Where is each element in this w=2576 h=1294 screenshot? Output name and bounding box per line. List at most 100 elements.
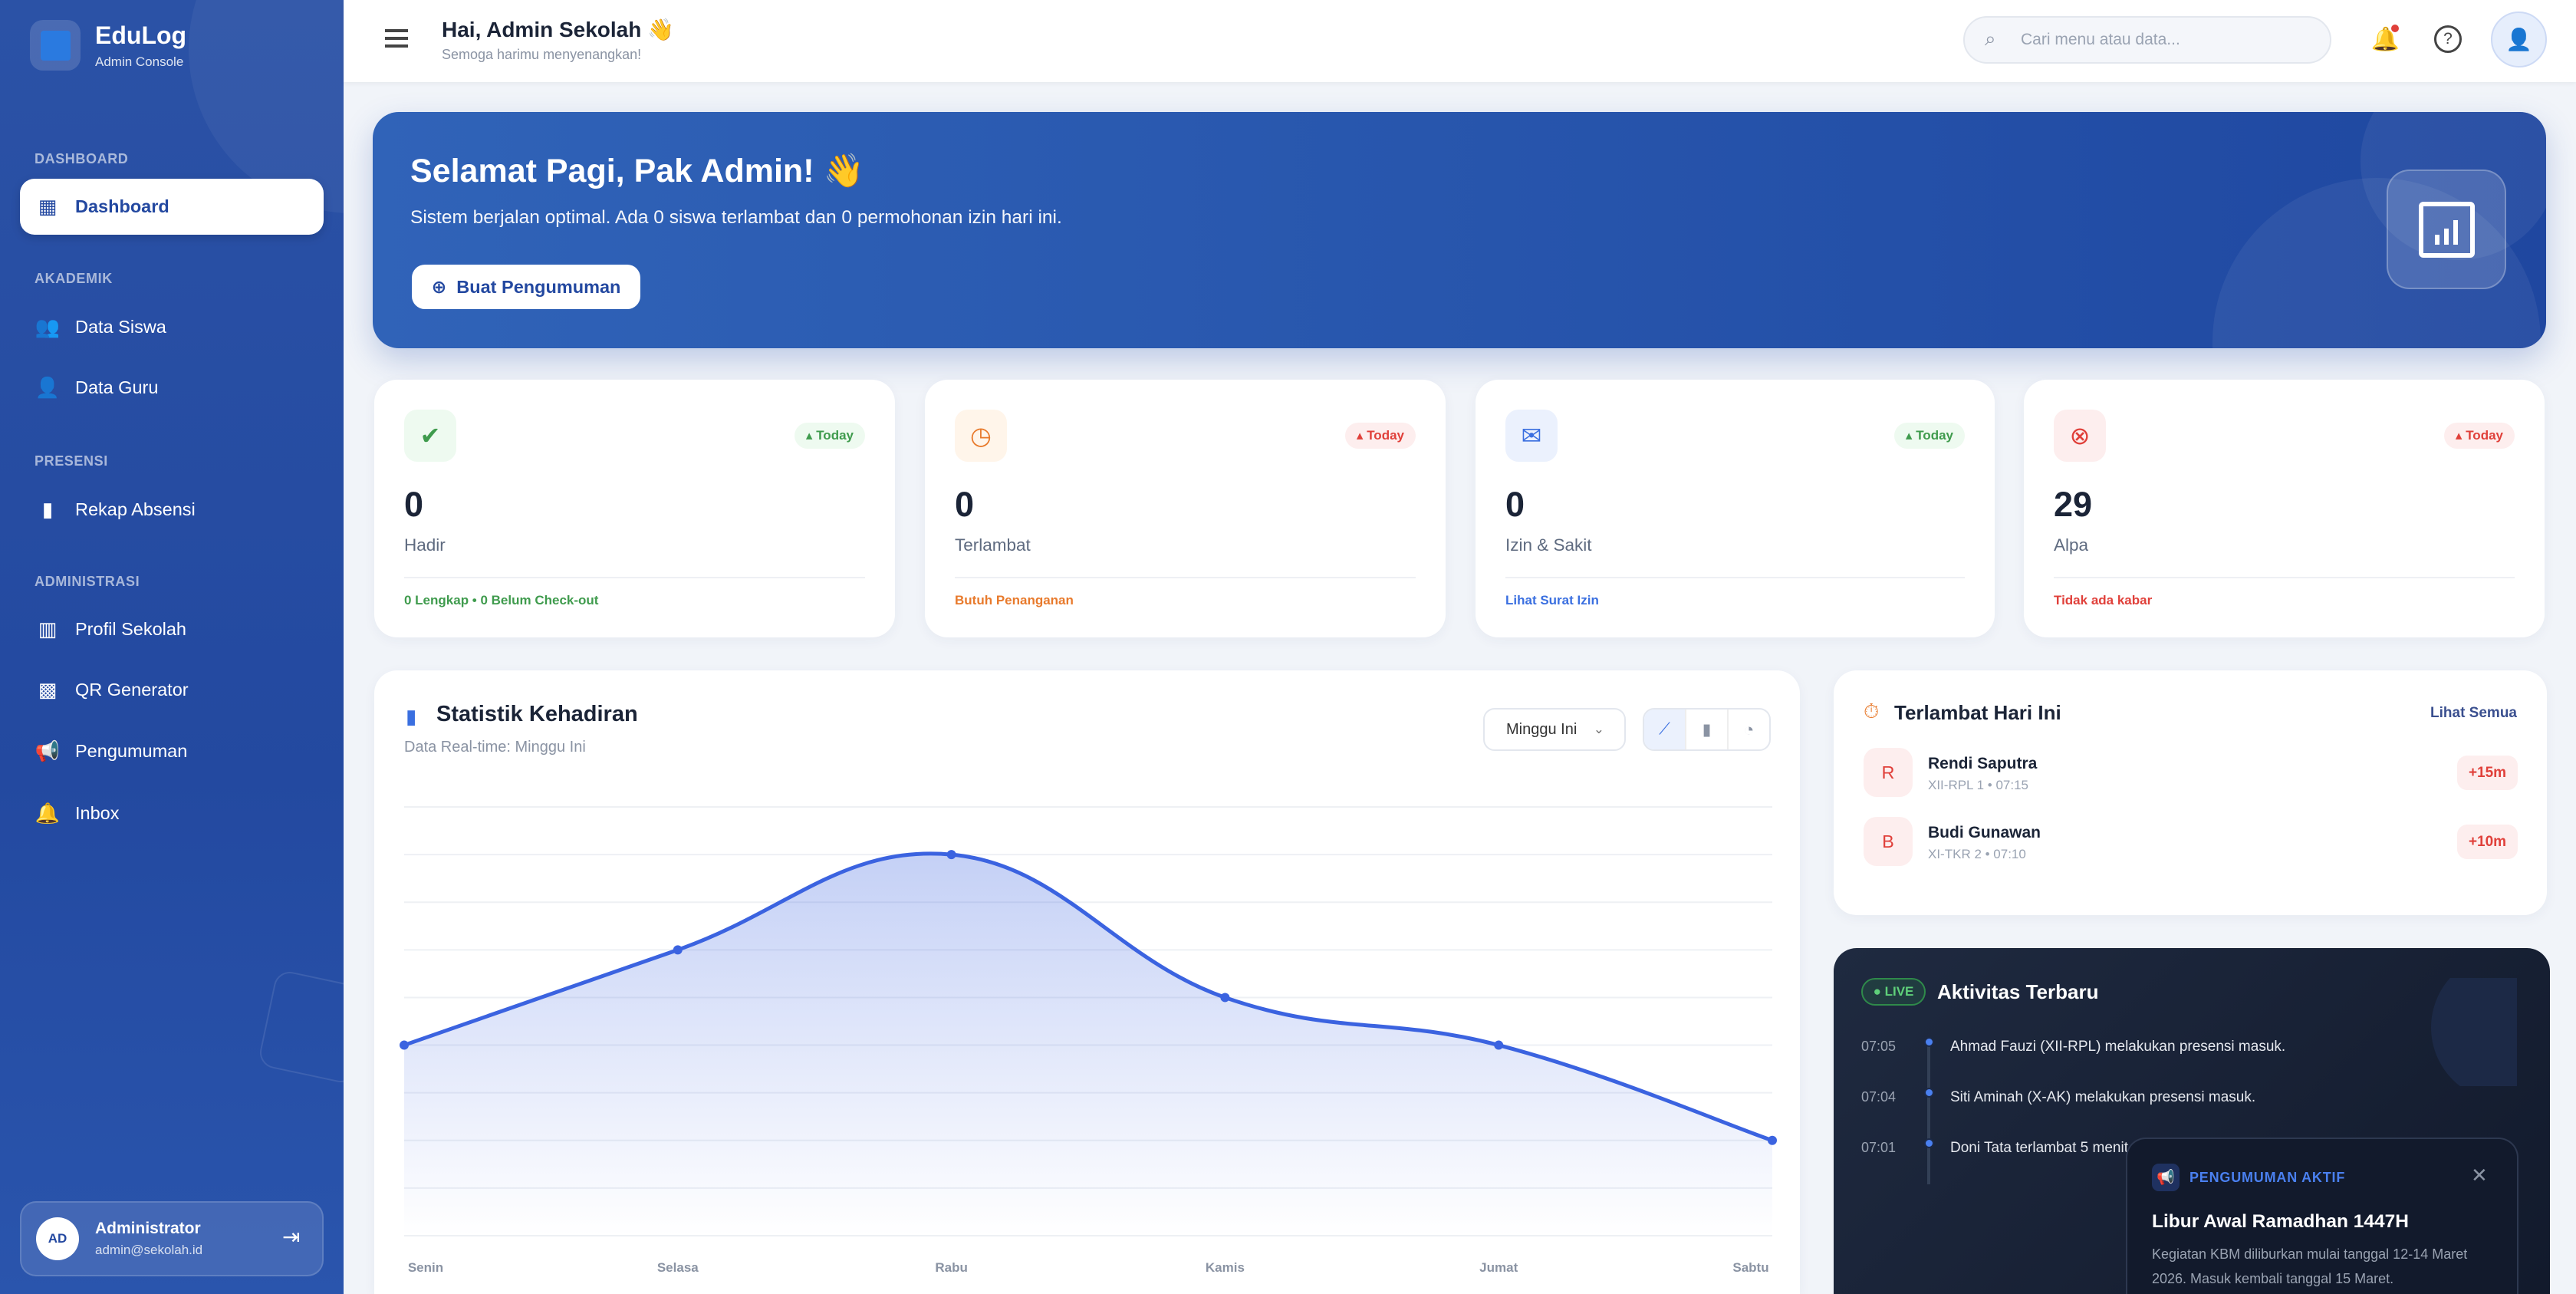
button-label: Buat Pengumuman bbox=[456, 276, 621, 297]
data-point[interactable] bbox=[1494, 1040, 1504, 1050]
notification-bell-icon[interactable]: 🔔 bbox=[2366, 20, 2405, 59]
edulog-logo bbox=[30, 20, 81, 71]
student-initial: B bbox=[1864, 817, 1913, 866]
plus-circle-icon: ⊕ bbox=[431, 277, 447, 297]
stat-footer: Tidak ada kabar bbox=[2054, 593, 2153, 607]
stat-footer: Butuh Penanganan bbox=[955, 593, 1074, 607]
sidebar-item-dashboard[interactable]: ▦ Dashboard bbox=[20, 179, 324, 235]
profile-avatar-button[interactable]: 👤 bbox=[2491, 12, 2547, 67]
view-permission-link[interactable]: Lihat Surat Izin bbox=[1505, 593, 1599, 607]
sidebar-item-label: Rekap Absensi bbox=[75, 499, 196, 519]
sidebar-item-label: Data Siswa bbox=[75, 317, 166, 337]
help-icon[interactable]: ? bbox=[2434, 25, 2462, 53]
check-circle-icon: ✔ bbox=[404, 410, 456, 462]
period-select[interactable]: Minggu Ini ⌄ bbox=[1483, 708, 1626, 751]
close-icon[interactable]: ✕ bbox=[2471, 1164, 2488, 1187]
data-point[interactable] bbox=[673, 945, 683, 955]
chevron-down-icon: ⌄ bbox=[1593, 722, 1604, 736]
sidebar-item-label: Data Guru bbox=[75, 377, 159, 397]
sidebar-item-rekap-absensi[interactable]: ▮ Rekap Absensi bbox=[20, 482, 324, 538]
qr-icon: ▩ bbox=[38, 678, 58, 701]
line-chart-toggle-icon[interactable]: ⟋ bbox=[1644, 710, 1685, 749]
greeting: Hai, Admin Sekolah 👋 bbox=[442, 18, 674, 41]
search-input[interactable]: ⌕ Cari menu atau data... bbox=[1963, 16, 2331, 64]
x-circle-icon: ⊗ bbox=[2054, 410, 2106, 462]
sidebar-item-profil-sekolah[interactable]: ▥ Profil Sekolah bbox=[20, 601, 324, 657]
live-badge: ● LIVE bbox=[1861, 978, 1926, 1006]
welcome-banner: Selamat Pagi, Pak Admin! 👋 Sistem berjal… bbox=[373, 112, 2546, 348]
user-email: admin@sekolah.id bbox=[95, 1243, 203, 1257]
student-initial: R bbox=[1864, 748, 1913, 797]
x-tick-label: Senin bbox=[408, 1260, 443, 1275]
section-akademik: AKADEMIK bbox=[35, 271, 113, 286]
sidebar-item-label: QR Generator bbox=[75, 680, 189, 700]
bar-chart-toggle-icon[interactable]: ▮ bbox=[1685, 710, 1727, 749]
activity-time: 07:04 bbox=[1861, 1089, 1897, 1105]
sidebar-item-label: Pengumuman bbox=[75, 741, 188, 761]
x-tick-label: Sabtu bbox=[1732, 1260, 1768, 1275]
brand-name: EduLog bbox=[95, 21, 187, 49]
timeline-dot bbox=[1924, 1037, 1934, 1047]
banner-title: Selamat Pagi, Pak Admin! 👋 bbox=[410, 153, 865, 189]
late-list-item[interactable]: B Budi Gunawan XI-TKR 2 • 07:10 +10m bbox=[1864, 817, 2518, 866]
top-header: Hai, Admin Sekolah 👋 Semoga harimu menye… bbox=[344, 0, 2576, 82]
stat-card-hadir: ✔ ▴ Today 0 Hadir 0 Lengkap • 0 Belum Ch… bbox=[374, 380, 895, 637]
menu-icon[interactable] bbox=[385, 29, 408, 48]
attendance-area-chart: Senin Selasa Rabu Kamis Jumat Sabtu bbox=[400, 806, 1777, 1275]
stat-label: Terlambat bbox=[955, 535, 1031, 555]
brand-subtitle: Admin Console bbox=[95, 54, 184, 69]
series-line bbox=[403, 851, 1773, 1143]
activity-text: Siti Aminah (X-AK) melakukan presensi ma… bbox=[1950, 1089, 2256, 1105]
area-fill bbox=[404, 853, 1772, 1236]
search-icon: ⌕ bbox=[1985, 27, 1996, 50]
student-name: Rendi Saputra bbox=[1928, 755, 2038, 772]
stat-value: 29 bbox=[2054, 485, 2093, 524]
sidebar-item-pengumuman[interactable]: 📢 Pengumuman bbox=[20, 723, 324, 779]
view-all-link[interactable]: Lihat Semua bbox=[2430, 705, 2517, 721]
create-announcement-button[interactable]: ⊕ Buat Pengumuman bbox=[412, 265, 640, 309]
attendance-chart-card: ▮ Statistik Kehadiran Data Real-time: Mi… bbox=[374, 670, 1800, 1294]
sidebar-item-label: Dashboard bbox=[75, 196, 169, 216]
x-tick-label: Rabu bbox=[935, 1260, 968, 1275]
stat-card-izin-sakit: ✉ ▴ Today 0 Izin & Sakit Lihat Surat Izi… bbox=[1476, 380, 1995, 637]
student-meta: XII-RPL 1 • 07:15 bbox=[1928, 778, 2029, 792]
pie-chart-toggle-icon[interactable]: ◔ bbox=[1727, 710, 1769, 749]
data-point[interactable] bbox=[400, 1040, 409, 1050]
mail-icon: ✉ bbox=[1505, 410, 1558, 462]
section-administrasi: ADMINISTRASI bbox=[35, 574, 140, 589]
student-meta: XI-TKR 2 • 07:10 bbox=[1928, 847, 2026, 861]
stat-value: 0 bbox=[955, 485, 975, 524]
user-profile[interactable]: AD Administrator admin@sekolah.id ⇥ bbox=[20, 1201, 324, 1276]
sidebar: EduLog Admin Console DASHBOARD ▦ Dashboar… bbox=[0, 0, 344, 1294]
sidebar-item-qr-generator[interactable]: ▩ QR Generator bbox=[20, 662, 324, 718]
status-badge: ▴ Today bbox=[1893, 423, 1965, 449]
dashboard-icon: ▦ bbox=[38, 195, 58, 218]
sidebar-item-label: Profil Sekolah bbox=[75, 619, 186, 639]
banner-text: Sistem berjalan optimal. Ada 0 siswa ter… bbox=[410, 207, 1062, 228]
student-name: Budi Gunawan bbox=[1928, 824, 2041, 841]
late-list-item[interactable]: R Rendi Saputra XII-RPL 1 • 07:15 +15m bbox=[1864, 748, 2518, 797]
sidebar-item-data-siswa[interactable]: 👥 Data Siswa bbox=[20, 299, 324, 355]
sidebar-item-inbox[interactable]: 🔔 Inbox bbox=[20, 785, 324, 841]
x-tick-label: Kamis bbox=[1206, 1260, 1245, 1275]
timeline-dot bbox=[1924, 1088, 1934, 1098]
timeline-dot bbox=[1924, 1138, 1934, 1148]
late-title: Terlambat Hari Ini bbox=[1894, 701, 2061, 724]
megaphone-icon: 📢 bbox=[35, 739, 61, 762]
data-point[interactable] bbox=[1220, 993, 1230, 1003]
x-tick-label: Selasa bbox=[657, 1260, 699, 1275]
delay-badge: +10m bbox=[2457, 825, 2518, 859]
logout-icon[interactable]: ⇥ bbox=[282, 1225, 301, 1249]
sidebar-item-data-guru[interactable]: 👤 Data Guru bbox=[20, 360, 324, 416]
status-badge: ▴ Today bbox=[1344, 423, 1416, 449]
chart-title: Statistik Kehadiran bbox=[436, 702, 638, 726]
status-badge: ▴ Today bbox=[2443, 423, 2515, 449]
stat-label: Alpa bbox=[2054, 535, 2089, 555]
clock-icon: ◷ bbox=[955, 410, 1007, 462]
announcement-title: Libur Awal Ramadhan 1447H bbox=[2152, 1211, 2409, 1232]
data-point[interactable] bbox=[1768, 1135, 1777, 1145]
data-point[interactable] bbox=[946, 850, 956, 860]
megaphone-icon: 📢 bbox=[2152, 1164, 2180, 1191]
announcement-popup: 📢 PENGUMUMAN AKTIF ✕ Libur Awal Ramadhan… bbox=[2126, 1138, 2518, 1294]
activity-time: 07:01 bbox=[1861, 1140, 1897, 1155]
